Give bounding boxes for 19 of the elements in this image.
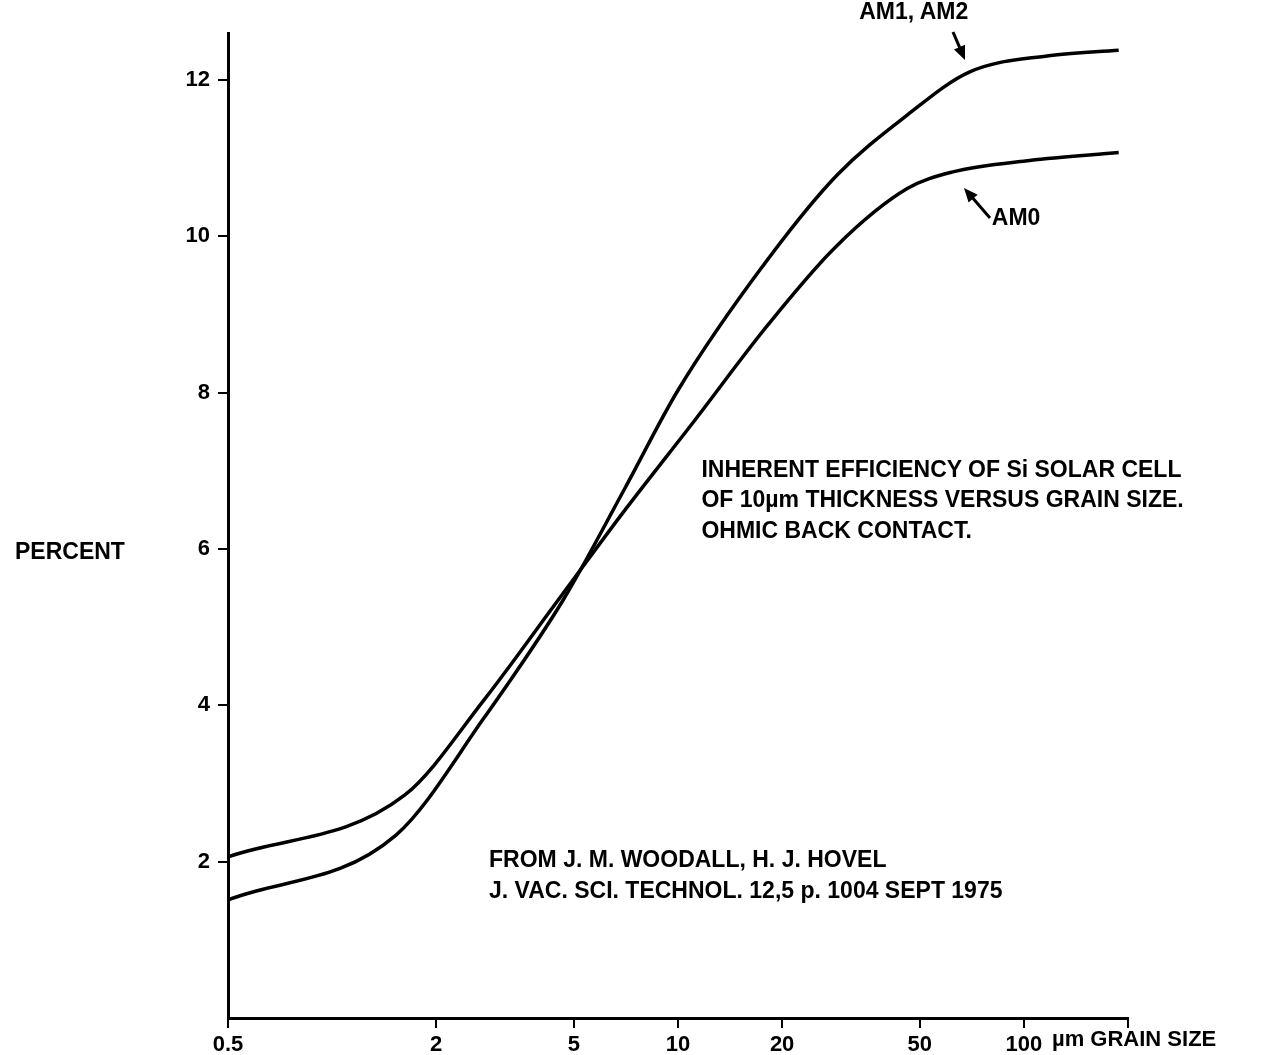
y-tick-label: 10 <box>185 222 210 248</box>
x-tick-label: 20 <box>769 1031 795 1055</box>
annotation: FROM J. M. WOODALL, H. J. HOVEL J. VAC. SCI. TECHNOL. 12,5 p. 1004 SEPT 1975 <box>489 845 1003 905</box>
y-tick-label: 4 <box>197 691 211 717</box>
y-tick-label: 12 <box>185 65 210 91</box>
series-label: AM1, AM2 <box>859 0 969 27</box>
y-tick-label: 8 <box>197 378 210 404</box>
x-tick-label: 0.5 <box>212 1031 244 1055</box>
x-tick-label: 100 <box>1005 1031 1043 1055</box>
x-axis-title: µm GRAIN SIZE <box>1052 1026 1217 1052</box>
legend-label: AM0 <box>991 203 1041 233</box>
y-tick-label: 6 <box>197 535 210 561</box>
x-tick-label: 2 <box>430 1031 443 1055</box>
x-tick-label: 5 <box>567 1031 580 1055</box>
x-tick-label: 50 <box>907 1031 932 1055</box>
x-tick-label: 10 <box>665 1031 691 1055</box>
y-axis-title: PERCENT <box>15 536 125 566</box>
annotation: INHERENT EFFICIENCY OF Si SOLAR CELL OF 10µm THICKNESS VERSUS GRAIN SIZE. OHMIC BACK CONTACT. <box>701 454 1184 545</box>
y-tick-label: 2 <box>197 847 210 873</box>
